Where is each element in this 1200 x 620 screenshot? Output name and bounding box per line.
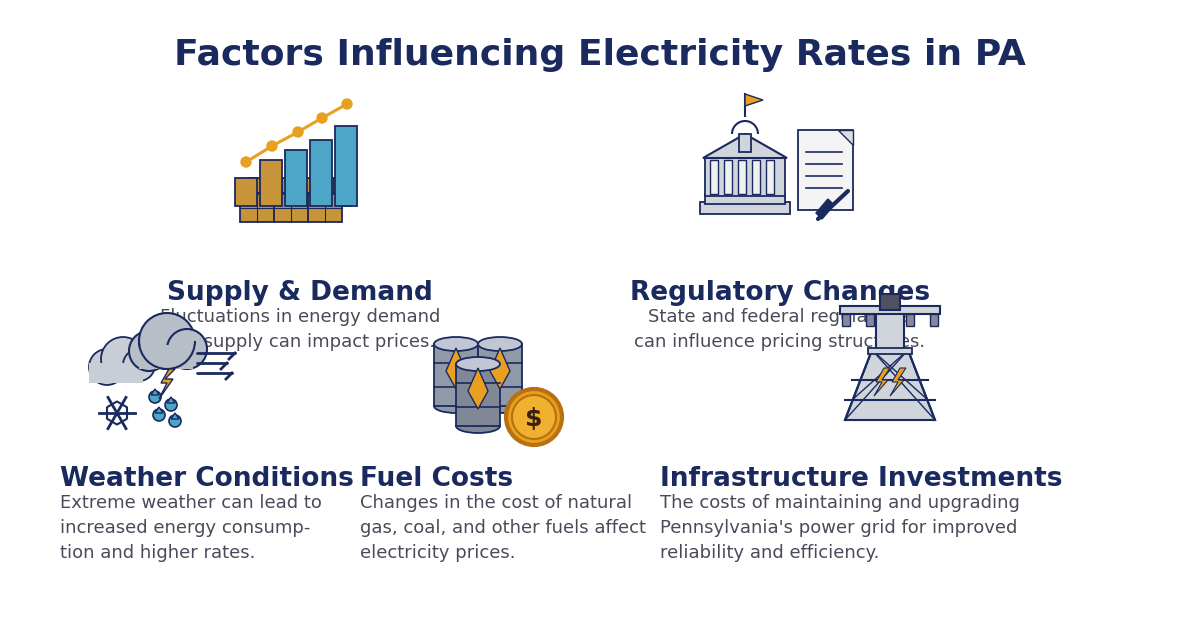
Bar — [316, 178, 350, 206]
Circle shape — [266, 141, 277, 151]
Text: Changes in the cost of natural
gas, coal, and other fuels affect
electricity pri: Changes in the cost of natural gas, coal… — [360, 494, 646, 562]
Circle shape — [124, 349, 155, 381]
Text: Extreme weather can lead to
increased energy consump-
tion and higher rates.: Extreme weather can lead to increased en… — [60, 494, 322, 562]
Bar — [738, 160, 746, 194]
Polygon shape — [446, 348, 466, 389]
Text: $: $ — [526, 407, 542, 431]
Bar — [752, 160, 760, 194]
Bar — [798, 130, 853, 210]
Polygon shape — [490, 348, 510, 389]
Circle shape — [130, 331, 169, 371]
Bar — [89, 363, 143, 383]
Bar — [739, 134, 751, 152]
Ellipse shape — [478, 337, 522, 351]
Bar — [456, 364, 500, 426]
Ellipse shape — [456, 419, 500, 433]
Circle shape — [317, 113, 326, 123]
Bar — [335, 126, 358, 206]
Text: Fuel Costs: Fuel Costs — [360, 466, 514, 492]
Text: The costs of maintaining and upgrading
Pennsylvania's power grid for improved
re: The costs of maintaining and upgrading P… — [660, 494, 1020, 562]
Circle shape — [149, 391, 161, 403]
Text: Factors Influencing Electricity Rates in PA: Factors Influencing Electricity Rates in… — [174, 38, 1026, 72]
Circle shape — [506, 389, 562, 445]
Bar — [282, 178, 316, 206]
Bar — [240, 194, 274, 222]
Ellipse shape — [456, 357, 500, 371]
Ellipse shape — [434, 337, 478, 351]
Bar — [310, 140, 332, 206]
Bar — [706, 194, 785, 204]
Circle shape — [241, 157, 251, 167]
Polygon shape — [816, 199, 834, 219]
Bar — [842, 314, 850, 326]
Bar — [840, 306, 940, 314]
Circle shape — [89, 349, 125, 385]
Bar — [706, 158, 785, 196]
Text: Supply & Demand: Supply & Demand — [167, 280, 433, 306]
Polygon shape — [874, 368, 890, 396]
Polygon shape — [745, 94, 763, 106]
Circle shape — [167, 329, 208, 369]
Polygon shape — [845, 350, 935, 420]
Circle shape — [139, 313, 194, 369]
Bar — [274, 194, 308, 222]
Bar — [248, 178, 282, 206]
Bar — [866, 314, 874, 326]
Polygon shape — [167, 397, 175, 403]
Bar — [260, 160, 282, 206]
Bar — [710, 160, 718, 194]
Text: Infrastructure Investments: Infrastructure Investments — [660, 466, 1062, 492]
Ellipse shape — [434, 399, 478, 413]
Text: Regulatory Changes: Regulatory Changes — [630, 280, 930, 306]
Bar — [235, 178, 257, 206]
Polygon shape — [890, 368, 906, 396]
Polygon shape — [468, 368, 488, 409]
Bar — [906, 314, 914, 326]
Bar — [434, 344, 478, 406]
Bar — [139, 345, 193, 369]
Circle shape — [166, 399, 178, 411]
Bar — [286, 150, 307, 206]
Bar — [724, 160, 732, 194]
Polygon shape — [155, 407, 163, 413]
Text: Fluctuations in energy demand
and supply can impact prices.: Fluctuations in energy demand and supply… — [160, 308, 440, 351]
Text: State and federal regulations
can influence pricing structures.: State and federal regulations can influe… — [635, 308, 925, 351]
Circle shape — [512, 395, 556, 439]
Polygon shape — [703, 134, 787, 158]
Polygon shape — [158, 369, 175, 399]
Bar — [766, 160, 774, 194]
Circle shape — [154, 409, 166, 421]
Circle shape — [342, 99, 352, 109]
Polygon shape — [172, 413, 179, 419]
Ellipse shape — [478, 399, 522, 413]
Bar — [930, 314, 938, 326]
Polygon shape — [838, 130, 853, 145]
Text: Weather Conditions: Weather Conditions — [60, 466, 354, 492]
Bar — [880, 294, 900, 310]
Bar — [478, 344, 522, 406]
Bar — [700, 202, 790, 214]
Bar — [308, 194, 342, 222]
Circle shape — [101, 337, 145, 381]
Bar — [868, 348, 912, 354]
Circle shape — [293, 127, 302, 137]
Polygon shape — [151, 389, 158, 395]
Bar — [876, 310, 904, 352]
Circle shape — [169, 415, 181, 427]
